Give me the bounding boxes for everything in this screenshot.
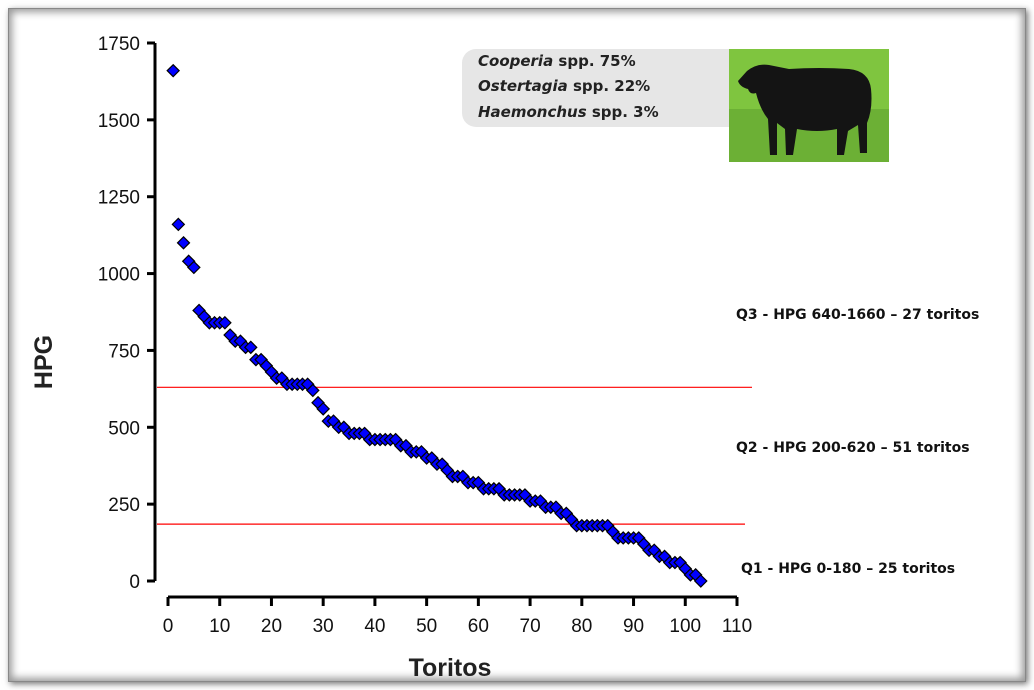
data-point [166, 63, 181, 78]
x-tick-label: 90 [623, 616, 644, 637]
y-tick-label: 1750 [98, 34, 140, 55]
x-tick-label: 70 [520, 616, 541, 637]
bull-photo [729, 49, 889, 162]
x-tick-label: 110 [722, 616, 752, 637]
y-tick-label: 250 [108, 495, 140, 516]
y-axis-label: HPG [30, 335, 58, 389]
y-tick-label: 750 [108, 341, 140, 362]
legend-item-cooperia: Cooperia spp. 75% [478, 52, 636, 70]
q3-annotation: Q3 - HPG 640-1660 – 27 toritos [736, 307, 980, 323]
x-tick-label: 80 [571, 616, 592, 637]
x-axis-label: Toritos [409, 654, 492, 682]
y-tick-label: 1500 [98, 111, 140, 132]
y-tick-label: 500 [108, 418, 140, 439]
y-tick-label: 1250 [98, 188, 140, 209]
y-tick-label: 1000 [98, 265, 140, 286]
legend-item-ostertagia: Ostertagia spp. 22% [478, 77, 651, 95]
x-tick-label: 30 [313, 616, 334, 637]
data-point [243, 340, 258, 355]
legend-item-haemonchus: Haemonchus spp. 3% [478, 103, 659, 121]
data-point [693, 574, 708, 588]
x-tick-label: 50 [416, 616, 437, 637]
x-tick-label: 0 [163, 616, 174, 637]
data-point [305, 383, 320, 398]
species-legend: Cooperia spp. 75% Ostertagia spp. 22% Ha… [462, 49, 752, 127]
data-point [171, 217, 186, 232]
x-tick-label: 60 [468, 616, 489, 637]
x-tick-label: 40 [364, 616, 385, 637]
q1-annotation: Q1 - HPG 0-180 – 25 toritos [741, 561, 956, 577]
data-point [176, 235, 191, 250]
data-point [187, 260, 201, 275]
data-point [218, 315, 232, 330]
x-tick-label: 20 [261, 616, 282, 637]
q2-annotation: Q2 - HPG 200-620 – 51 toritos [736, 440, 970, 456]
y-tick-label: 0 [129, 572, 140, 593]
x-tick-label: 10 [209, 616, 230, 637]
x-tick-label: 100 [669, 616, 701, 637]
data-point [316, 401, 331, 416]
